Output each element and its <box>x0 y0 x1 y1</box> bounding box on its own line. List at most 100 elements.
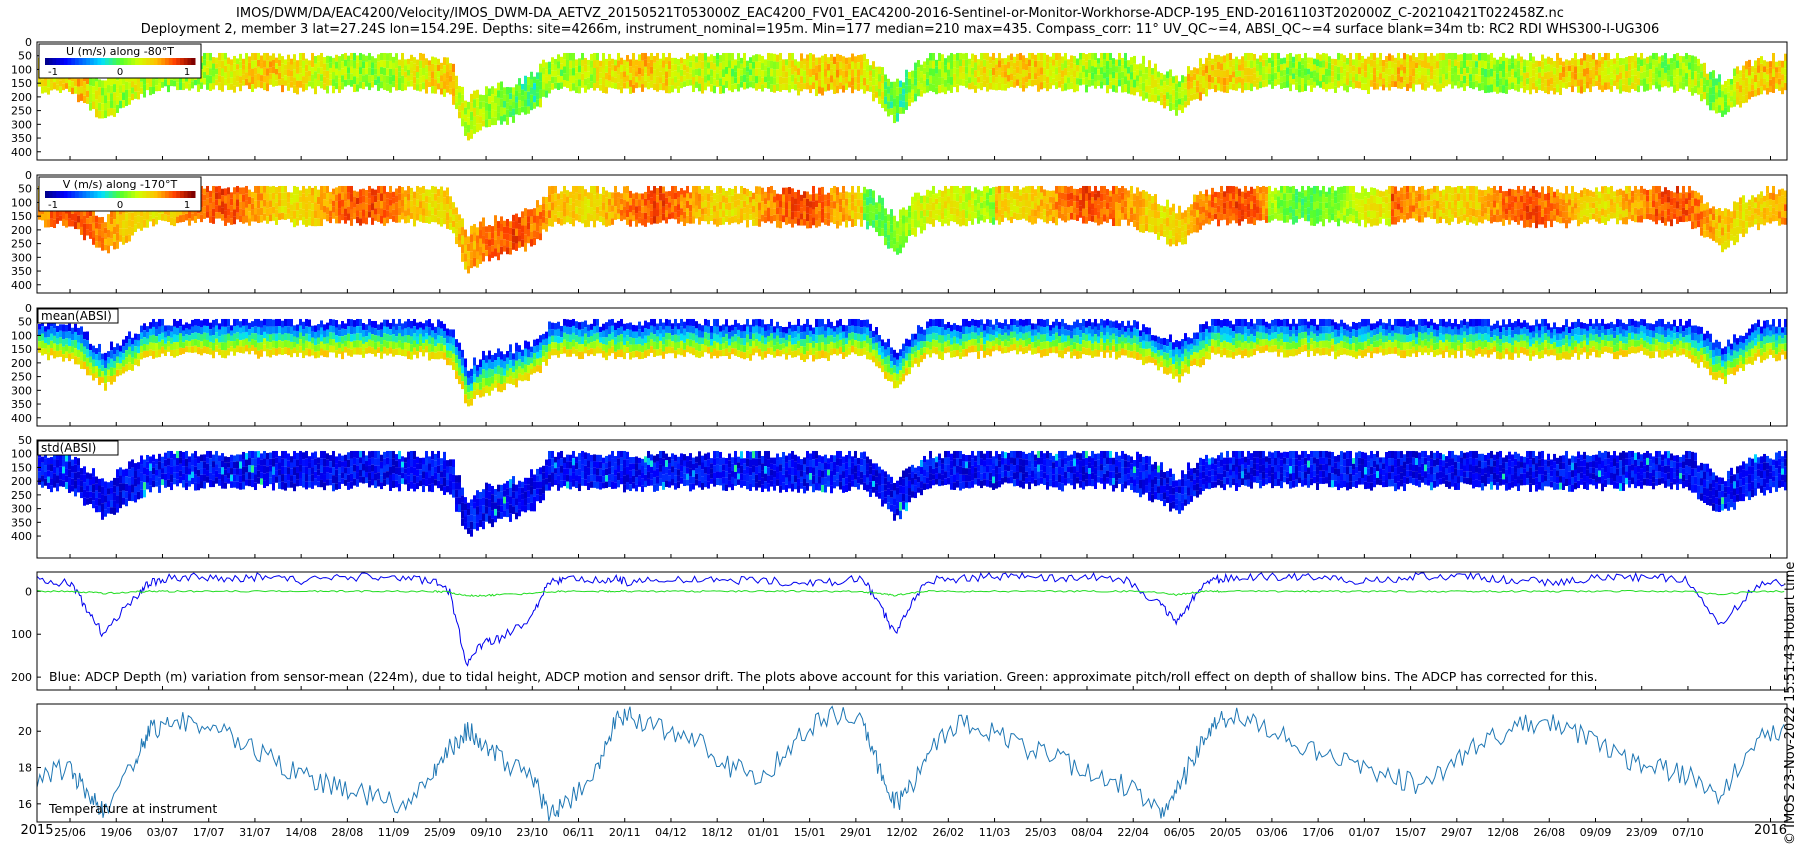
heatmap-cell <box>509 105 512 112</box>
heatmap-cell <box>362 216 365 224</box>
heatmap-cell <box>113 100 116 109</box>
heatmap-cell <box>1451 52 1454 61</box>
heatmap-cell <box>368 67 371 76</box>
heatmap-cell <box>461 253 464 262</box>
heatmap-cell <box>1064 83 1067 91</box>
heatmap-cell <box>1331 58 1334 65</box>
heatmap-cell <box>284 64 287 70</box>
heatmap-cell <box>458 233 461 241</box>
heatmap-cell <box>1157 89 1160 96</box>
heatmap-cell <box>1373 67 1376 75</box>
heatmap-cell <box>1742 95 1745 104</box>
heatmap-cell <box>509 234 512 242</box>
heatmap-cell <box>734 207 737 216</box>
heatmap-cell <box>1652 52 1655 60</box>
heatmap-cell <box>1346 57 1349 65</box>
heatmap-cell <box>821 201 824 209</box>
heatmap-cell <box>107 85 110 93</box>
heatmap-cell <box>656 188 659 196</box>
heatmap-cell <box>1205 80 1208 89</box>
heatmap-cell <box>1646 56 1649 64</box>
heatmap-cell <box>905 93 908 102</box>
heatmap-cell <box>494 239 497 249</box>
heatmap-cell <box>437 58 440 65</box>
heatmap-cell <box>839 68 842 76</box>
heatmap-cell <box>788 201 791 210</box>
heatmap-cell <box>662 52 665 61</box>
heatmap-cell <box>320 67 323 75</box>
heatmap-cell <box>641 52 644 61</box>
heatmap-cell <box>1133 55 1136 64</box>
heatmap-cell <box>938 209 941 216</box>
heatmap-cell <box>650 204 653 211</box>
heatmap-cell <box>320 81 323 89</box>
heatmap-cell <box>947 55 950 63</box>
heatmap-cell <box>320 60 323 68</box>
heatmap-cell <box>1238 65 1241 71</box>
heatmap-cell <box>638 67 641 75</box>
heatmap-cell <box>563 59 566 67</box>
heatmap-cell <box>1157 204 1160 212</box>
heatmap-cell <box>1202 200 1205 207</box>
heatmap-cell <box>140 223 143 231</box>
heatmap-cell <box>317 204 320 212</box>
heatmap-cell <box>896 78 899 88</box>
heatmap-cell <box>824 76 827 84</box>
heatmap-cell <box>917 60 920 68</box>
heatmap-cell <box>533 230 536 238</box>
heatmap-cell <box>269 200 272 208</box>
heatmap-cell <box>944 216 947 224</box>
heatmap-cell <box>665 191 668 198</box>
heatmap-cell <box>254 67 257 75</box>
heatmap-cell <box>1697 87 1700 95</box>
heatmap-cell <box>323 76 326 84</box>
heatmap-cell <box>944 208 947 217</box>
heatmap-cell <box>1682 69 1685 77</box>
heatmap-cell <box>581 193 584 201</box>
heatmap-cell <box>779 194 782 202</box>
heatmap-cell <box>1097 74 1100 81</box>
heatmap-cell <box>992 187 995 195</box>
heatmap-cell <box>947 76 950 84</box>
heatmap-cell <box>503 107 506 115</box>
heatmap-cell <box>1679 82 1682 89</box>
heatmap-cell <box>284 185 287 193</box>
heatmap-cell <box>107 229 110 238</box>
heatmap-cell <box>740 69 743 76</box>
heatmap-cell <box>593 202 596 211</box>
heatmap-cell <box>1403 66 1406 74</box>
heatmap-cell <box>776 69 779 77</box>
heatmap-cell <box>1406 83 1409 92</box>
heatmap-cell <box>1043 189 1046 197</box>
heatmap-cell <box>1703 84 1706 92</box>
heatmap-cell <box>1244 199 1247 206</box>
heatmap-cell <box>221 52 224 61</box>
heatmap-cell <box>1178 92 1181 99</box>
heatmap-cell <box>881 205 884 214</box>
heatmap-cell <box>1166 99 1169 107</box>
heatmap-cell <box>776 76 779 84</box>
heatmap-cell <box>536 99 539 107</box>
heatmap-cell <box>1004 205 1007 212</box>
heatmap-cell <box>1175 226 1178 233</box>
heatmap-cell <box>296 202 299 211</box>
heatmap-cell <box>1562 61 1565 67</box>
heatmap-cell <box>1706 86 1709 93</box>
heatmap-cell <box>380 81 383 89</box>
heatmap-cell <box>698 201 701 210</box>
heatmap-cell <box>311 203 314 211</box>
heatmap-cell <box>566 80 569 88</box>
heatmap-cell <box>1691 79 1694 88</box>
heatmap-cell <box>83 95 86 104</box>
heatmap-cell <box>701 53 704 62</box>
heatmap-cell <box>1067 206 1070 214</box>
heatmap-cell <box>1316 59 1319 67</box>
heatmap-cell <box>1160 85 1163 93</box>
heatmap-cell <box>1319 74 1322 82</box>
heatmap-cell <box>857 83 860 91</box>
heatmap-cell <box>854 69 857 77</box>
heatmap-cell <box>1715 92 1718 100</box>
heatmap-cell <box>1073 55 1076 64</box>
heatmap-cell <box>761 201 764 208</box>
heatmap-cell <box>542 67 545 75</box>
